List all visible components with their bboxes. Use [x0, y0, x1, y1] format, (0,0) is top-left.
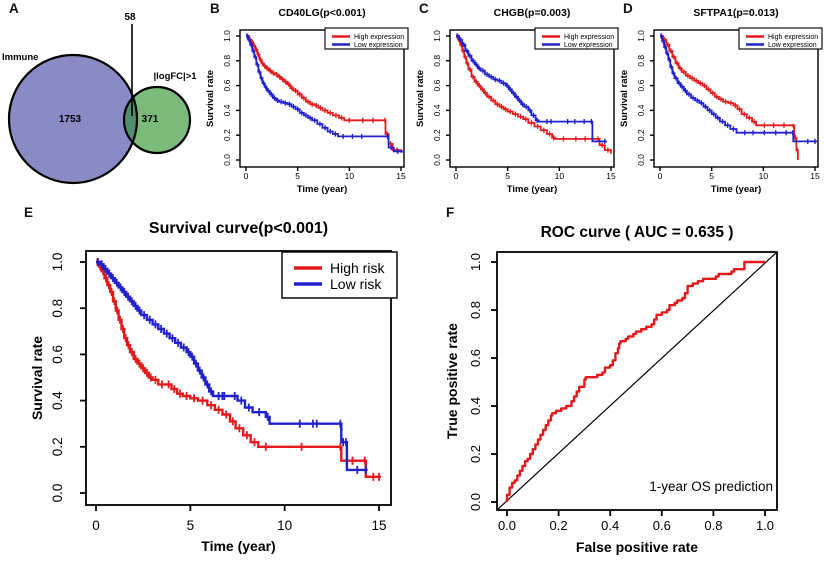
panel-e-km-plot: 0 5 10 15 0.0 0.2 0.4 0.6 0.8 1.0 Survival curve(p… — [29, 220, 398, 554]
panel-b-label: B — [210, 1, 220, 16]
svg-text:0.0: 0.0 — [498, 518, 516, 533]
svg-text:Time (year): Time (year) — [201, 538, 275, 554]
svg-text:|logFC|>1: |logFC|>1 — [153, 71, 197, 82]
svg-text:1753: 1753 — [59, 114, 82, 125]
panel-b-km-plot: 0 5 10 15 0.0 0.2 0.4 0.6 0.8 1.0 CD40LG(p<0.001) T… — [205, 7, 409, 195]
svg-text:15: 15 — [606, 171, 616, 181]
svg-text:High expression: High expression — [354, 34, 404, 41]
svg-text:0.6: 0.6 — [50, 345, 65, 364]
panel-a-label: A — [9, 1, 19, 16]
panel-c-label: C — [419, 1, 429, 16]
svg-text:Time (year): Time (year) — [297, 184, 348, 195]
svg-text:0.2: 0.2 — [50, 437, 65, 456]
svg-text:High expression: High expression — [564, 34, 614, 41]
svg-text:15: 15 — [371, 518, 386, 533]
svg-text:0.8: 0.8 — [468, 301, 483, 319]
panel-d-km-plot: 0 5 10 15 0.0 0.2 0.4 0.6 0.8 1.0 SFTPA1(p=0.013) T… — [619, 7, 823, 195]
svg-text:58: 58 — [124, 12, 136, 23]
svg-text:0.0: 0.0 — [468, 493, 483, 511]
svg-text:0.4: 0.4 — [468, 397, 483, 415]
svg-text:Time (year): Time (year) — [507, 184, 558, 195]
svg-text:Survival rate: Survival rate — [29, 336, 45, 420]
svg-text:0.6: 0.6 — [468, 349, 483, 367]
svg-text:0.2: 0.2 — [468, 445, 483, 463]
svg-text:0.6: 0.6 — [222, 79, 232, 91]
svg-text:1.0: 1.0 — [468, 253, 483, 271]
svg-text:Time (year): Time (year) — [711, 184, 762, 195]
svg-text:5: 5 — [709, 171, 714, 181]
svg-text:1.0: 1.0 — [756, 518, 774, 533]
svg-text:Survival curve(p<0.001): Survival curve(p<0.001) — [149, 220, 328, 237]
panel-f-roc-plot: 0.0 0.2 0.4 0.6 0.8 1.0 0.0 0.2 0.4 0.6 0.8 1.0 ROC … — [444, 224, 778, 555]
svg-text:0.0: 0.0 — [50, 484, 65, 503]
svg-text:True positive rate: True positive rate — [444, 323, 460, 439]
svg-text:0.4: 0.4 — [222, 104, 232, 116]
svg-text:0.6: 0.6 — [653, 518, 671, 533]
svg-text:10: 10 — [345, 171, 355, 181]
svg-text:0: 0 — [454, 171, 459, 181]
svg-text:CHGB(p=0.003): CHGB(p=0.003) — [494, 7, 571, 19]
panel-a-venn-diagram: 58 Immune |logFC|>1 1753 371 — [2, 12, 197, 185]
svg-text:371: 371 — [142, 114, 159, 125]
svg-text:10: 10 — [759, 171, 769, 181]
svg-text:0.0: 0.0 — [432, 154, 442, 166]
svg-text:0.8: 0.8 — [222, 55, 232, 67]
svg-text:0.4: 0.4 — [432, 104, 442, 116]
svg-text:0.2: 0.2 — [222, 129, 232, 141]
svg-text:1-year OS prediction: 1-year OS prediction — [649, 479, 773, 494]
svg-text:0.2: 0.2 — [432, 129, 442, 141]
svg-text:Low expression: Low expression — [768, 42, 817, 49]
panel-c-km-plot: 0 5 10 15 0.0 0.2 0.4 0.6 0.8 1.0 CHGB(p=0.003) Tim… — [415, 7, 619, 195]
svg-text:0.2: 0.2 — [550, 518, 568, 533]
svg-text:0.4: 0.4 — [636, 104, 646, 116]
svg-text:0.4: 0.4 — [50, 391, 65, 410]
svg-text:0.2: 0.2 — [636, 129, 646, 141]
svg-text:0.6: 0.6 — [636, 79, 646, 91]
svg-text:1.0: 1.0 — [222, 30, 232, 42]
svg-text:1.0: 1.0 — [636, 30, 646, 42]
svg-text:15: 15 — [396, 171, 406, 181]
svg-text:5: 5 — [187, 518, 195, 533]
svg-text:CD40LG(p<0.001): CD40LG(p<0.001) — [278, 7, 365, 19]
svg-text:Low expression: Low expression — [564, 42, 613, 49]
svg-text:0.8: 0.8 — [636, 55, 646, 67]
svg-text:10: 10 — [277, 518, 292, 533]
svg-text:0.6: 0.6 — [432, 79, 442, 91]
svg-text:Immune: Immune — [2, 52, 38, 63]
svg-text:Low risk: Low risk — [330, 276, 382, 292]
svg-text:Low expression: Low expression — [354, 42, 403, 49]
svg-text:1.0: 1.0 — [50, 253, 65, 272]
panel-f-label: F — [446, 205, 455, 220]
svg-text:0.8: 0.8 — [50, 299, 65, 318]
svg-text:5: 5 — [295, 171, 300, 181]
svg-text:High risk: High risk — [330, 260, 385, 276]
svg-text:0.8: 0.8 — [432, 55, 442, 67]
svg-text:15: 15 — [810, 171, 820, 181]
svg-text:0.8: 0.8 — [704, 518, 722, 533]
svg-text:0: 0 — [244, 171, 249, 181]
svg-text:0.0: 0.0 — [222, 154, 232, 166]
svg-text:Survival rate: Survival rate — [415, 70, 426, 127]
svg-text:ROC curve ( AUC = 0.635 ): ROC curve ( AUC = 0.635 ) — [541, 224, 734, 241]
panel-e-label: E — [24, 205, 34, 220]
svg-text:Survival rate: Survival rate — [619, 70, 630, 127]
svg-text:1.0: 1.0 — [432, 30, 442, 42]
svg-text:High expression: High expression — [768, 34, 818, 41]
svg-text:0: 0 — [658, 171, 663, 181]
svg-text:0.4: 0.4 — [601, 518, 619, 533]
svg-text:0.0: 0.0 — [636, 154, 646, 166]
svg-text:SFTPA1(p=0.013): SFTPA1(p=0.013) — [693, 7, 778, 19]
panel-d-label: D — [623, 1, 633, 16]
svg-text:0: 0 — [92, 518, 100, 533]
svg-text:Survival rate: Survival rate — [205, 70, 216, 127]
svg-text:False positive rate: False positive rate — [576, 539, 698, 555]
svg-text:5: 5 — [505, 171, 510, 181]
svg-text:10: 10 — [555, 171, 565, 181]
